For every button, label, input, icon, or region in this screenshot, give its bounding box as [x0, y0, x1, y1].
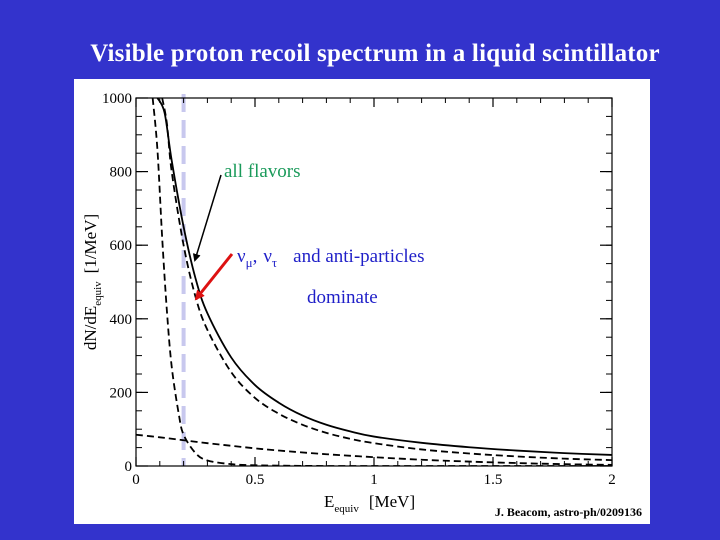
y-tick-label: 400	[110, 312, 133, 328]
series-line-4	[136, 433, 612, 466]
series-line-3	[151, 98, 612, 466]
y-tick-label: 600	[110, 238, 133, 254]
plot-panel: 0 0.5 1 1.5 2 0 200 400 600 800 1000 dN/dEequiv[1/…	[74, 79, 650, 524]
y-axis-label-sub: equiv	[92, 281, 104, 306]
series-line-1	[156, 98, 612, 456]
x-tick-label: 1	[370, 472, 378, 488]
x-tick-label: 1.5	[484, 472, 503, 488]
y-tick-label: 1000	[102, 91, 132, 107]
flavor-comma: ,	[253, 246, 258, 267]
annotation-red-arrow	[194, 253, 234, 301]
plot-frame	[135, 97, 613, 467]
axes-layer: 0 0.5 1 1.5 2 0 200 400 600 800 1000	[102, 91, 616, 488]
citation-credit: J. Beacom, astro-ph/0209136	[495, 505, 642, 519]
y-axis-label: dN/dEequiv [1/MeV]	[81, 214, 104, 350]
annotation-flavors-label: νμ, ντ and anti-particles	[237, 246, 425, 270]
svg-text:dN/dEequiv[1/MeV]: dN/dEequiv [1/MeV]	[81, 214, 104, 350]
curves-layer	[136, 98, 612, 466]
y-tick-label: 800	[110, 165, 133, 181]
annotation-dominate: dominate	[307, 287, 378, 308]
annotation-all-flavors: all flavors	[224, 161, 301, 182]
y-tick-label: 200	[110, 385, 133, 401]
y-axis-label-main: dN/dE	[81, 306, 100, 350]
x-axis-label: Eequiv [MeV]	[324, 492, 415, 515]
x-tick-label: 0	[132, 472, 140, 488]
x-axis-label-unit: [MeV]	[369, 492, 415, 511]
tau-subscript: τ	[272, 255, 277, 270]
nu-mu-symbol: ν	[237, 246, 246, 267]
mu-subscript: μ	[246, 255, 253, 270]
x-axis-label-sub: equiv	[334, 503, 359, 515]
x-axis-label-main: E	[324, 492, 334, 511]
series-line-2	[161, 98, 612, 462]
x-tick-label: 2	[608, 472, 616, 488]
slide-title: Visible proton recoil spectrum in a liqu…	[90, 40, 660, 67]
anti-particles-text: and anti-particles	[293, 246, 424, 267]
x-tick-label: 0.5	[246, 472, 265, 488]
annotation-all-flavors-pointer	[192, 174, 222, 262]
nu-tau-symbol: ν	[263, 246, 272, 267]
y-tick-label: 0	[125, 459, 133, 475]
y-axis-label-unit: [1/MeV]	[81, 214, 100, 273]
